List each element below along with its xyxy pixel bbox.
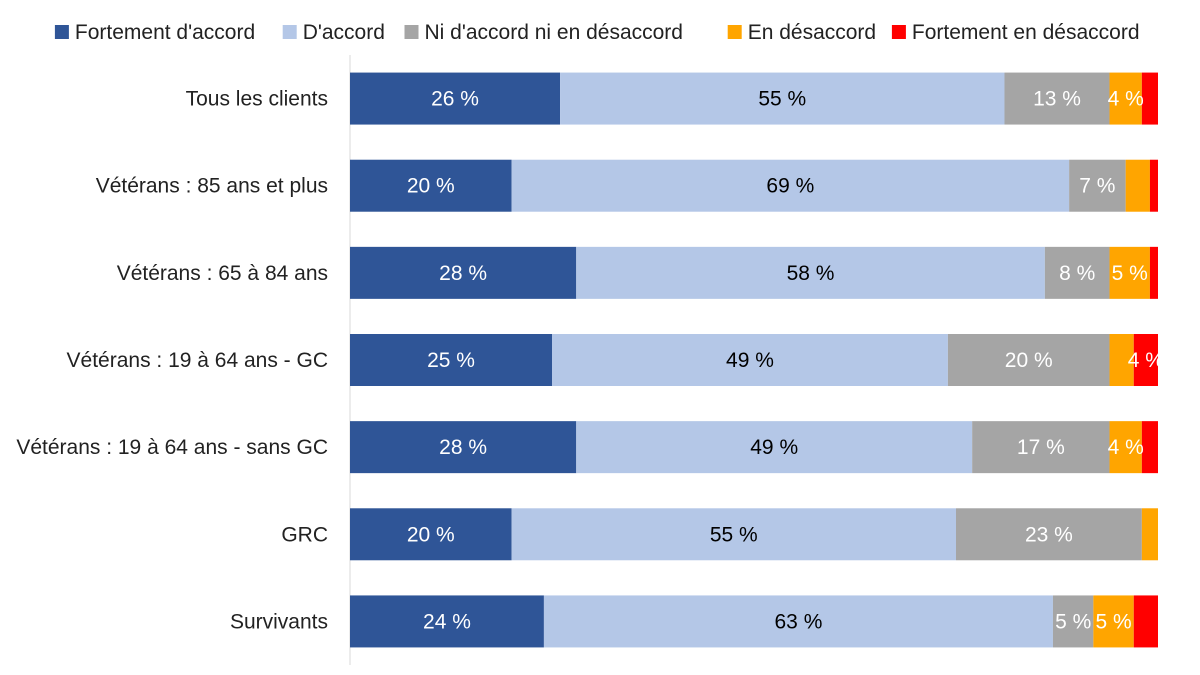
data-label: 69 % [766,175,814,198]
data-label: 5 % [1055,610,1091,633]
bar-segment [350,334,552,386]
legend-label: D'accord [303,21,385,44]
bar-segment [350,72,561,125]
category-label: Survivants [230,610,328,633]
data-label: 28 % [439,436,487,459]
bar-segment [511,159,1070,212]
data-label: 20 % [407,523,455,546]
legend-item: Fortement d'accord [54,21,255,44]
bars [350,72,1158,648]
bar-segment [1093,595,1134,648]
data-label: 58 % [787,262,835,285]
data-label: 5 % [1112,262,1148,285]
legend-item: En désaccord [727,21,876,44]
data-label: 20 % [1005,349,1053,372]
legend-label: Fortement en désaccord [912,21,1140,44]
data-label: 24 % [423,610,471,633]
data-label: 4 % [1108,436,1144,459]
bar-segment [560,72,1005,125]
bar-segment [972,421,1110,474]
data-label: 7 % [1079,175,1115,198]
category-label: Tous les clients [186,88,328,111]
bar-segment [350,508,512,561]
bar-segment [956,508,1142,561]
data-label: 28 % [439,262,487,285]
data-label: 13 % [1033,88,1081,111]
category-label: Vétérans : 85 ans et plus [96,175,328,198]
data-label: 23 % [1025,523,1073,546]
data-label: 63 % [775,610,823,633]
data-label: 49 % [750,436,798,459]
legend-swatch [282,25,297,39]
data-label: 5 % [1095,610,1131,633]
legend: Fortement d'accord D'accord Ni d'accord ni… [54,21,1140,44]
bar-segment [1109,334,1134,386]
bar-segment [1133,595,1158,648]
legend-label: Fortement d'accord [75,21,255,44]
legend-item: Fortement en désaccord [891,21,1140,44]
bar-segment [511,508,956,561]
category-label: Vétérans : 19 à 64 ans - GC [67,349,328,372]
bar-segment [1125,159,1150,212]
bar-segment [1109,421,1142,474]
bar-segment [350,421,577,474]
data-label: 55 % [710,523,758,546]
category-label: GRC [281,523,328,546]
category-label: Vétérans : 19 à 64 ans - sans GC [16,436,328,459]
bar-segment [1004,72,1110,125]
bar-segment [552,334,948,386]
data-label: 20 % [407,175,455,198]
bar-segment [576,421,973,474]
legend-item: Ni d'accord ni en désaccord [404,21,683,44]
category-axis-labels: Tous les clients Vétérans : 85 ans et plu… [16,88,328,634]
bar-segment [1109,246,1150,299]
data-label: 4 % [1128,349,1164,372]
bar-segment [1133,334,1158,386]
bar-segment [350,595,544,648]
legend-swatch [727,25,742,39]
legend-swatch [54,25,69,39]
bar-segment [1069,159,1126,212]
data-label: 8 % [1059,262,1095,285]
legend-swatch [891,25,906,39]
data-labels: 26 % 55 % 13 % 4 % 20 % 69 % 7 % 28 % 58 % 8 % 5 %… [407,88,1164,634]
data-label: 26 % [431,88,479,111]
data-label: 49 % [726,349,774,372]
data-label: 17 % [1017,436,1065,459]
bar-segment [576,246,1045,299]
bar-segment [947,334,1110,386]
bar-segment [350,159,512,212]
legend-label: Ni d'accord ni en désaccord [425,21,683,44]
bar-segment [1141,72,1158,125]
bar-segment [543,595,1053,648]
bar-segment [1149,159,1158,212]
bar-segment [1141,508,1158,561]
bar-segment [1052,595,1094,648]
data-label: 25 % [427,349,475,372]
bar-segment [350,246,577,299]
category-label: Vétérans : 65 à 84 ans [117,262,328,285]
legend-item: D'accord [282,21,385,44]
data-label: 4 % [1108,88,1144,111]
bar-segment [1044,246,1110,299]
bar-segment [1149,246,1158,299]
legend-swatch [404,25,419,39]
bar-segment [1109,72,1142,125]
data-label: 55 % [758,88,806,111]
bar-segment [1141,421,1158,474]
legend-label: En désaccord [748,21,876,44]
